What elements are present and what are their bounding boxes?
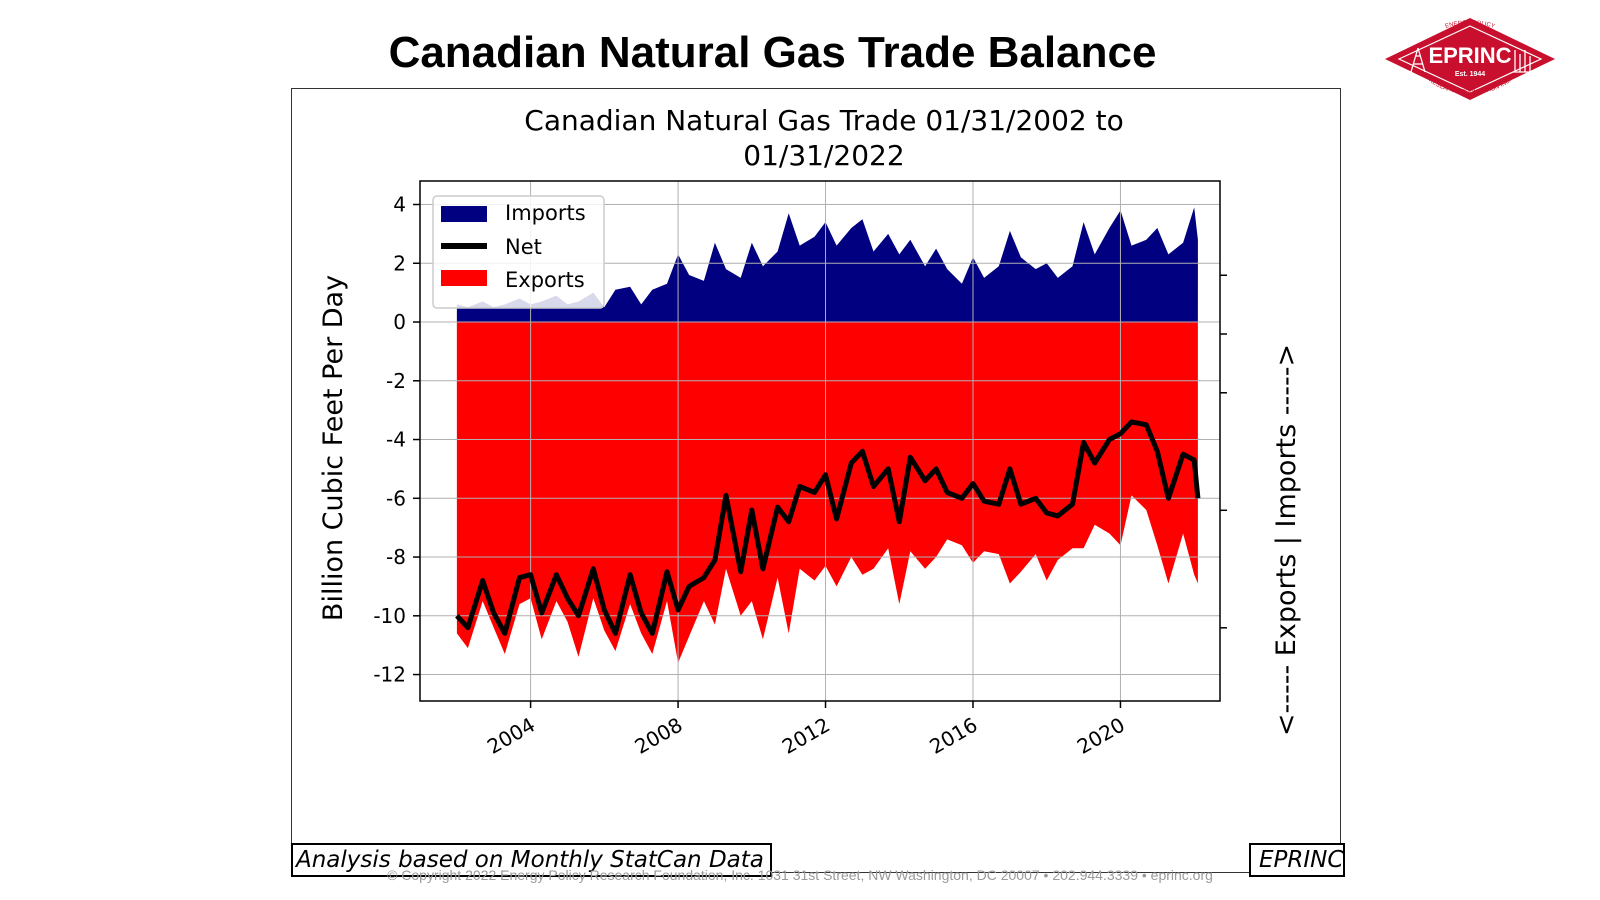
legend: Imports Net Exports <box>432 195 605 309</box>
svg-text:ENERGY POLICY: ENERGY POLICY <box>1445 20 1496 30</box>
legend-label-exports: Exports <box>505 268 585 292</box>
x-tick-label: 2020 <box>1073 713 1129 759</box>
logo-arc-top: ENERGY POLICY <box>1445 20 1496 30</box>
grid-lines <box>420 181 1220 701</box>
y-tick-label: -10 <box>373 604 406 628</box>
plot-border <box>419 180 1221 702</box>
eprinc-logo: EPRINC Est. 1944 ENERGY POLICY RESEARCH … <box>1385 18 1555 100</box>
y-tick-label: 0 <box>393 310 406 334</box>
refinery-icon <box>1513 50 1533 73</box>
eprinc-note: EPRINC <box>1249 843 1345 877</box>
legend-swatch-exports <box>441 270 487 286</box>
imports-area <box>456 207 1198 323</box>
legend-swatch-imports <box>441 206 487 222</box>
x-tick-label: 2004 <box>483 713 539 759</box>
y-tick-label: -2 <box>386 369 406 393</box>
legend-label-imports: Imports <box>505 201 586 225</box>
y-axis-label: Billion Cubic Feet Per Day <box>318 275 349 621</box>
legend-label-net: Net <box>505 235 542 259</box>
net-line <box>455 419 1201 636</box>
logo-est-text: Est. 1944 <box>1455 71 1485 78</box>
chart-title-line1: Canadian Natural Gas Trade 01/31/2002 to <box>524 104 1123 137</box>
copyright-footer: © Copyright 2022 Energy Policy Research … <box>387 867 1213 883</box>
x-tick-label: 2016 <box>925 713 981 759</box>
x-tick-label: 2008 <box>630 713 686 759</box>
y-tick-label: 4 <box>393 193 406 217</box>
x-tick-label: 2012 <box>778 713 834 759</box>
net-line-layer <box>455 419 1201 636</box>
logo-main-text: EPRINC <box>1428 43 1511 68</box>
trade-chart: Canadian Natural Gas Trade 01/31/2002 to… <box>318 104 1302 759</box>
slide-title: Canadian Natural Gas Trade Balance <box>388 28 1157 77</box>
chart-frame: Canadian Natural Gas Trade 01/31/2002 to… <box>291 88 1341 873</box>
y-tick-label: -4 <box>386 428 406 452</box>
oil-derrick-icon <box>1410 47 1426 73</box>
logo-diamond <box>1385 18 1555 100</box>
y-tick-label: -6 <box>386 486 406 510</box>
y-tick-label: -12 <box>373 663 406 687</box>
y-tick-label: -8 <box>386 545 406 569</box>
right-axis-label: <----- Exports | Imports -----> <box>1271 344 1302 736</box>
chart-title-line2: 01/31/2022 <box>743 139 904 172</box>
y-tick-label: 2 <box>393 251 406 275</box>
source-note: Analysis based on Monthly StatCan Data <box>291 843 772 877</box>
